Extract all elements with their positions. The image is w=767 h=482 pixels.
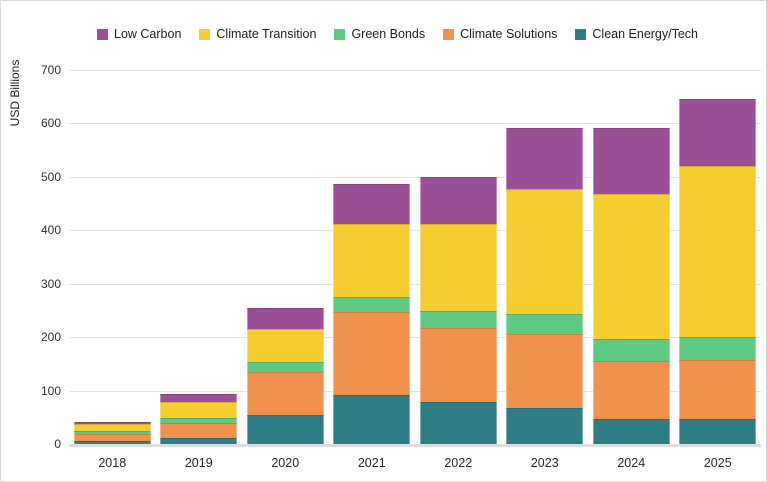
- legend-label: Climate Solutions: [460, 27, 558, 41]
- y-tick-label: 700: [40, 63, 61, 77]
- legend-swatch-icon: [575, 28, 587, 40]
- bar-segment-2021-green-bonds: [333, 297, 411, 313]
- bar-segment-2020-clean-energy-tech: [246, 414, 324, 444]
- bar-segment-2018-clean-energy-tech: [73, 441, 151, 444]
- bar-segment-2020-green-bonds: [246, 362, 324, 372]
- legend-label: Green Bonds: [351, 27, 426, 41]
- bar-2019: [160, 393, 238, 444]
- bar-segment-2019-climate-solutions: [160, 422, 238, 439]
- gridline: [69, 176, 761, 178]
- bar-segment-2020-climate-solutions: [246, 371, 324, 415]
- gridline: [69, 123, 761, 125]
- bar-segment-2025-climate-transition: [679, 166, 757, 338]
- legend-item: Green Bonds: [334, 27, 425, 41]
- bar-2023: [506, 127, 584, 444]
- bar-segment-2022-climate-transition: [419, 224, 497, 312]
- bar-segment-2022-climate-solutions: [419, 327, 497, 403]
- y-tick-label: 500: [40, 169, 61, 184]
- bar-segment-2021-climate-solutions: [333, 312, 411, 395]
- legend-swatch-icon: [443, 28, 455, 40]
- y-tick-label: 400: [40, 223, 61, 238]
- y-tick-label: 600: [40, 116, 61, 131]
- bar-segment-2025-climate-solutions: [679, 360, 757, 420]
- bar-segment-2020-climate-transition: [246, 329, 324, 363]
- bar-2022: [419, 176, 497, 444]
- y-tick-label: 200: [40, 330, 61, 345]
- x-tick-label: 2024: [617, 456, 646, 470]
- bar-segment-2024-low-carbon: [592, 127, 670, 195]
- bar-segment-2021-low-carbon: [333, 183, 411, 224]
- legend-swatch-icon: [199, 28, 211, 40]
- x-tick-label: 2020: [271, 456, 300, 470]
- bar-2025: [679, 99, 757, 444]
- y-tick-label: 300: [40, 276, 61, 291]
- y-tick-label: 0: [54, 437, 61, 451]
- bar-segment-2023-green-bonds: [506, 314, 584, 335]
- legend-label: Low Carbon: [114, 27, 182, 41]
- gridline: [69, 337, 761, 339]
- legend-item: Climate Solutions: [443, 27, 557, 41]
- bar-segment-2024-climate-solutions: [592, 360, 670, 420]
- bar-2018: [73, 421, 151, 444]
- bar-segment-2021-climate-transition: [333, 223, 411, 298]
- bar-segment-2025-clean-energy-tech: [679, 419, 757, 444]
- y-axis-title: USD Billions: [8, 59, 22, 127]
- bar-segment-2022-green-bonds: [419, 311, 497, 328]
- bar-segment-2023-clean-energy-tech: [506, 407, 584, 444]
- gridline: [69, 283, 761, 285]
- bar-2021: [333, 183, 411, 444]
- bar-segment-2018-green-bonds: [73, 430, 151, 434]
- bar-segment-2022-low-carbon: [419, 176, 497, 225]
- legend-item: Clean Energy/Tech: [575, 27, 698, 41]
- bar-segment-2025-low-carbon: [679, 99, 757, 167]
- bar-segment-2019-green-bonds: [160, 418, 238, 423]
- bar-segment-2018-low-carbon: [73, 421, 151, 425]
- x-tick-label: 2021: [357, 456, 386, 470]
- bar-segment-2024-climate-transition: [592, 194, 670, 339]
- bar-segment-2019-low-carbon: [160, 393, 238, 403]
- legend-swatch-icon: [334, 28, 346, 40]
- y-tick-label: 100: [40, 383, 61, 398]
- bar-segment-2019-clean-energy-tech: [160, 438, 238, 444]
- chart-legend: Low Carbon Climate Transition Green Bonds C…: [97, 27, 698, 41]
- legend-label: Clean Energy/Tech: [592, 27, 699, 41]
- gridline: [69, 390, 761, 392]
- bar-2024: [592, 127, 670, 444]
- bar-segment-2023-climate-solutions: [506, 334, 584, 408]
- gridline: [69, 70, 761, 71]
- bar-segment-2018-climate-solutions: [73, 433, 151, 442]
- x-tick-label: 2019: [184, 456, 213, 470]
- bar-segment-2019-climate-transition: [160, 402, 238, 419]
- x-tick-label: 2025: [703, 456, 732, 470]
- legend-label: Climate Transition: [216, 27, 317, 41]
- bar-segment-2018-climate-transition: [73, 424, 151, 431]
- bar-segment-2021-clean-energy-tech: [333, 394, 411, 444]
- bar-segment-2025-green-bonds: [679, 337, 757, 361]
- x-tick-label: 2018: [98, 456, 127, 470]
- bar-segment-2022-clean-energy-tech: [419, 402, 497, 444]
- bar-2020: [246, 307, 324, 444]
- legend-item: Low Carbon: [97, 27, 181, 41]
- x-tick-label: 2022: [444, 456, 473, 470]
- legend-item: Climate Transition: [199, 27, 316, 41]
- gridline: [69, 230, 761, 232]
- bar-segment-2024-green-bonds: [592, 338, 670, 361]
- x-axis-line: [69, 444, 761, 447]
- bar-segment-2020-low-carbon: [246, 307, 324, 330]
- bar-segment-2024-clean-energy-tech: [592, 419, 670, 444]
- bar-segment-2023-climate-transition: [506, 188, 584, 315]
- bar-segment-2023-low-carbon: [506, 127, 584, 189]
- x-tick-label: 2023: [530, 456, 559, 470]
- legend-swatch-icon: [97, 28, 108, 40]
